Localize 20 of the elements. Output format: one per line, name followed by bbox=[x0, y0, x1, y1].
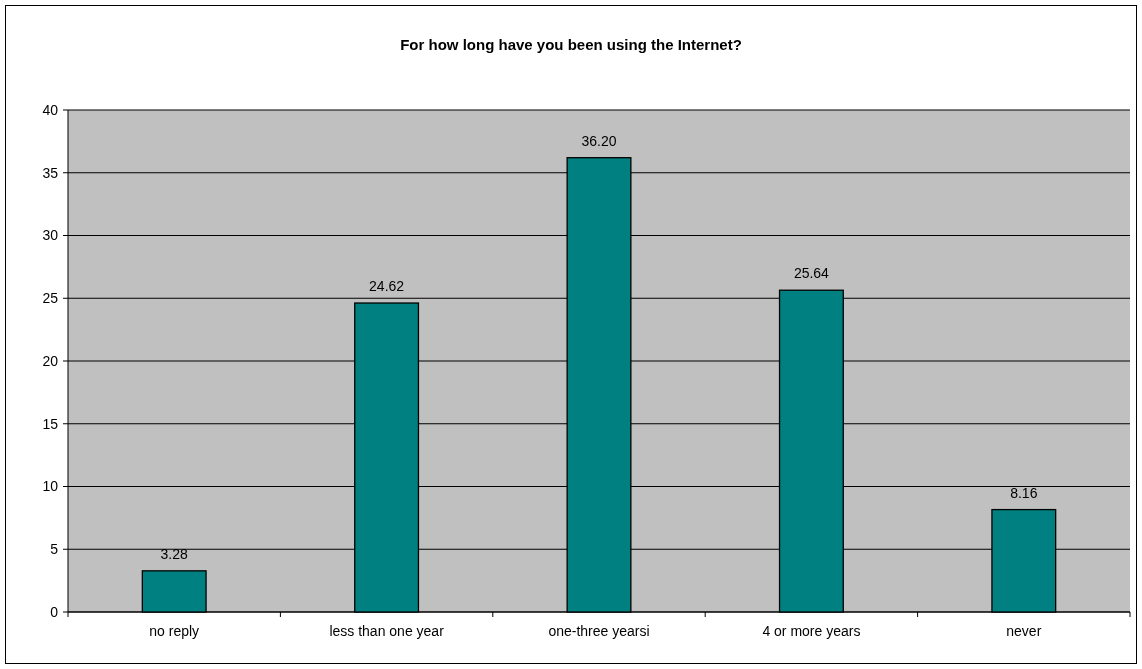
data-label: 24.62 bbox=[369, 278, 405, 295]
x-tick-label: less than one year bbox=[329, 623, 445, 639]
y-tick-label: 15 bbox=[42, 415, 59, 432]
y-tick-label: 30 bbox=[42, 227, 59, 244]
x-tick-label: one-three yearsi bbox=[548, 623, 650, 639]
y-tick-label: 35 bbox=[42, 164, 59, 181]
y-tick-label: 0 bbox=[50, 603, 59, 620]
y-tick-label: 25 bbox=[42, 290, 59, 307]
y-tick-label: 20 bbox=[42, 352, 59, 369]
x-tick-label: no reply bbox=[149, 623, 200, 639]
x-tick-label: never bbox=[1006, 623, 1042, 639]
y-tick-label: 40 bbox=[42, 101, 59, 118]
data-label: 36.20 bbox=[581, 132, 617, 149]
data-label: 8.16 bbox=[1010, 484, 1038, 501]
y-tick-label: 5 bbox=[50, 541, 59, 558]
chart-title: For how long have you been using the Internet? bbox=[400, 36, 742, 53]
data-label: 25.64 bbox=[793, 265, 830, 282]
data-label: 3.28 bbox=[160, 545, 189, 562]
y-tick-label: 10 bbox=[42, 478, 59, 495]
x-tick-label: 4 or more years bbox=[762, 623, 861, 639]
